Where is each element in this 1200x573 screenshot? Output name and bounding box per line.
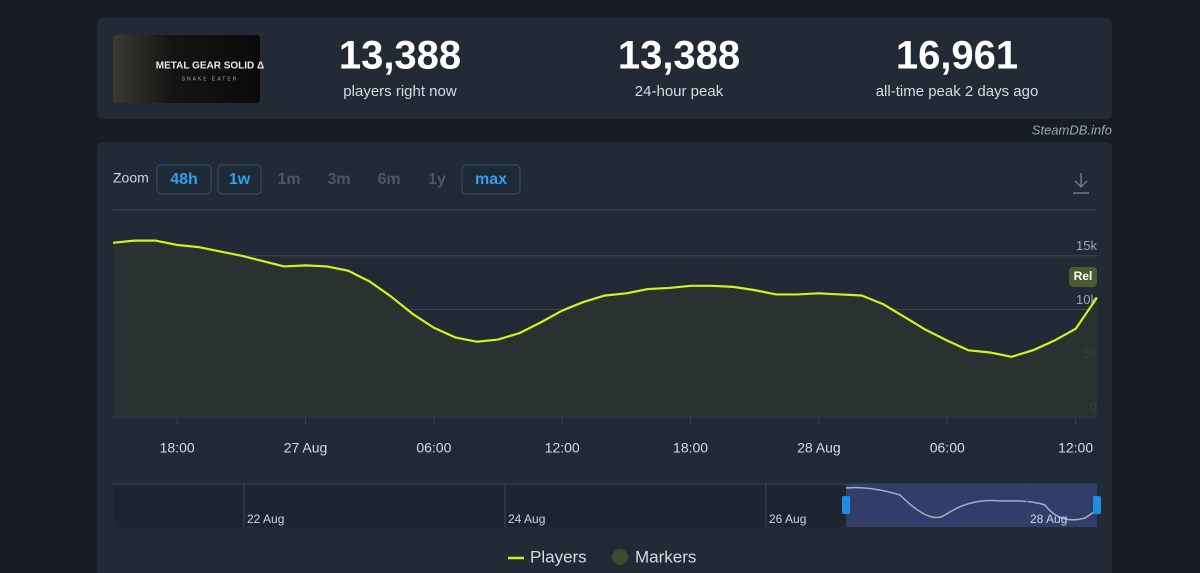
x-tick-label: 18:00 [673, 440, 708, 456]
stat-value: 16,961 [896, 34, 1018, 78]
x-tick-label: 12:00 [545, 440, 580, 456]
zoom-button-label[interactable]: 1m [277, 171, 300, 188]
zoom-button-label[interactable]: 3m [327, 171, 350, 188]
navigator-line [845, 486, 1098, 521]
x-tick-label: 27 Aug [284, 440, 328, 456]
area [113, 240, 1097, 417]
navigator-label: 28 Aug [1030, 512, 1067, 526]
x-tick-label: 12:00 [1058, 440, 1093, 456]
navigator-label: 24 Aug [508, 512, 545, 526]
download-icon[interactable] [1073, 173, 1089, 194]
zoom-button[interactable] [156, 164, 212, 195]
zoom-button[interactable] [217, 164, 262, 195]
navigator-label: 22 Aug [247, 512, 284, 526]
game-title: METAL GEAR SOLID Δ [156, 61, 265, 72]
x-tick-label: 06:00 [930, 440, 965, 456]
zoom-button-label[interactable]: 6m [377, 171, 400, 188]
rel-badge-label[interactable]: Rel [1074, 269, 1093, 283]
stat-label: players right now [343, 83, 457, 100]
zoom-button-label[interactable]: 1w [229, 171, 251, 188]
zoom-label: Zoom [113, 170, 149, 186]
x-tick-label: 06:00 [416, 440, 451, 456]
game-image [113, 35, 260, 103]
game-subtitle: SNAKE EATER [182, 76, 239, 82]
source: SteamDB.info [1032, 122, 1112, 137]
legend-label[interactable]: Markers [635, 547, 696, 566]
navigator-handle[interactable] [842, 496, 850, 514]
line [112, 239, 1098, 358]
stat-value: 13,388 [618, 34, 740, 78]
stats-card [97, 18, 1112, 119]
legend-swatch [612, 549, 628, 565]
y-tick-label: 15k [1076, 238, 1097, 253]
x-tick-label: 18:00 [160, 440, 195, 456]
zoom-button-label[interactable]: max [475, 171, 507, 188]
navigator-handle[interactable] [1093, 496, 1101, 514]
zoom-button-label[interactable]: 48h [170, 171, 198, 188]
zoom-button-label[interactable]: 1y [428, 171, 446, 188]
stat-value: 13,388 [339, 34, 461, 78]
navigator-label: 26 Aug [769, 512, 806, 526]
rel-badge[interactable] [1069, 267, 1097, 287]
stat-label: all-time peak 2 days ago [876, 83, 1039, 100]
x-tick-label: 28 Aug [797, 440, 841, 456]
zoom-button[interactable] [461, 164, 521, 195]
stat-label: 24-hour peak [635, 83, 724, 100]
legend-label[interactable]: Players [530, 547, 587, 566]
